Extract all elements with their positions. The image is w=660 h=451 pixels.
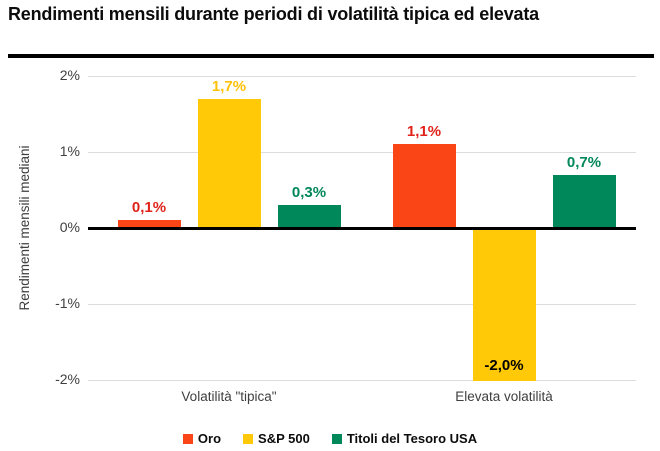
- bar-oro-volatilit-tipica: [117, 220, 181, 228]
- legend-item-s-p-500: S&P 500: [243, 431, 310, 446]
- bar-s-p-500-volatilit-tipica: [197, 98, 261, 228]
- bar-s-p-500-elevata-volatilit: [472, 229, 536, 381]
- plot-area: 0,1% 1,1% 1,7% -2,0% 0,3% 0,7%: [88, 76, 636, 381]
- bar-value-label: 0,3%: [291, 184, 327, 202]
- y-tick-label: -2%: [55, 371, 80, 387]
- bar-value-label: 0,1%: [131, 199, 167, 217]
- legend-item-oro: Oro: [182, 431, 222, 446]
- gridline: [88, 152, 636, 153]
- gridline: [88, 304, 636, 305]
- x-category-label: Volatilità "tipica": [181, 389, 277, 404]
- bar-value-label: 1,1%: [406, 123, 442, 141]
- gridline: [88, 380, 636, 381]
- legend-swatch-s-p-500: [243, 433, 254, 444]
- legend-label: Titoli del Tesoro USA: [346, 431, 478, 446]
- legend-swatch-oro: [182, 433, 193, 444]
- legend-label: S&P 500: [258, 431, 310, 446]
- legend-swatch-titoli-del-tesoro-usa: [331, 433, 342, 444]
- bar-value-label: 1,7%: [211, 77, 247, 95]
- bar-value-label: 0,7%: [566, 153, 602, 171]
- legend: Oro S&P 500 Titoli del Tesoro USA: [0, 431, 660, 446]
- y-tick-label: 0%: [59, 219, 80, 235]
- bar-value-label: -2,0%: [484, 357, 524, 374]
- bar-oro-elevata-volatilit: [392, 144, 456, 228]
- legend-label: Oro: [197, 431, 222, 446]
- x-category-label: Elevata volatilità: [455, 389, 553, 404]
- gridline: [88, 76, 636, 77]
- y-tick-label: -1%: [55, 295, 80, 311]
- legend-item-titoli-del-tesoro-usa: Titoli del Tesoro USA: [331, 431, 478, 446]
- y-tick-label: 1%: [59, 143, 80, 159]
- bar-titoli-del-tesoro-usa-elevata-volatilit: [552, 174, 616, 228]
- y-tick-label: 2%: [59, 67, 80, 83]
- bar-titoli-del-tesoro-usa-volatilit-tipica: [277, 205, 341, 228]
- title-underline: [8, 54, 654, 58]
- zero-axis-line: [88, 227, 636, 230]
- chart-title: Rendimenti mensili durante periodi di vo…: [8, 4, 539, 24]
